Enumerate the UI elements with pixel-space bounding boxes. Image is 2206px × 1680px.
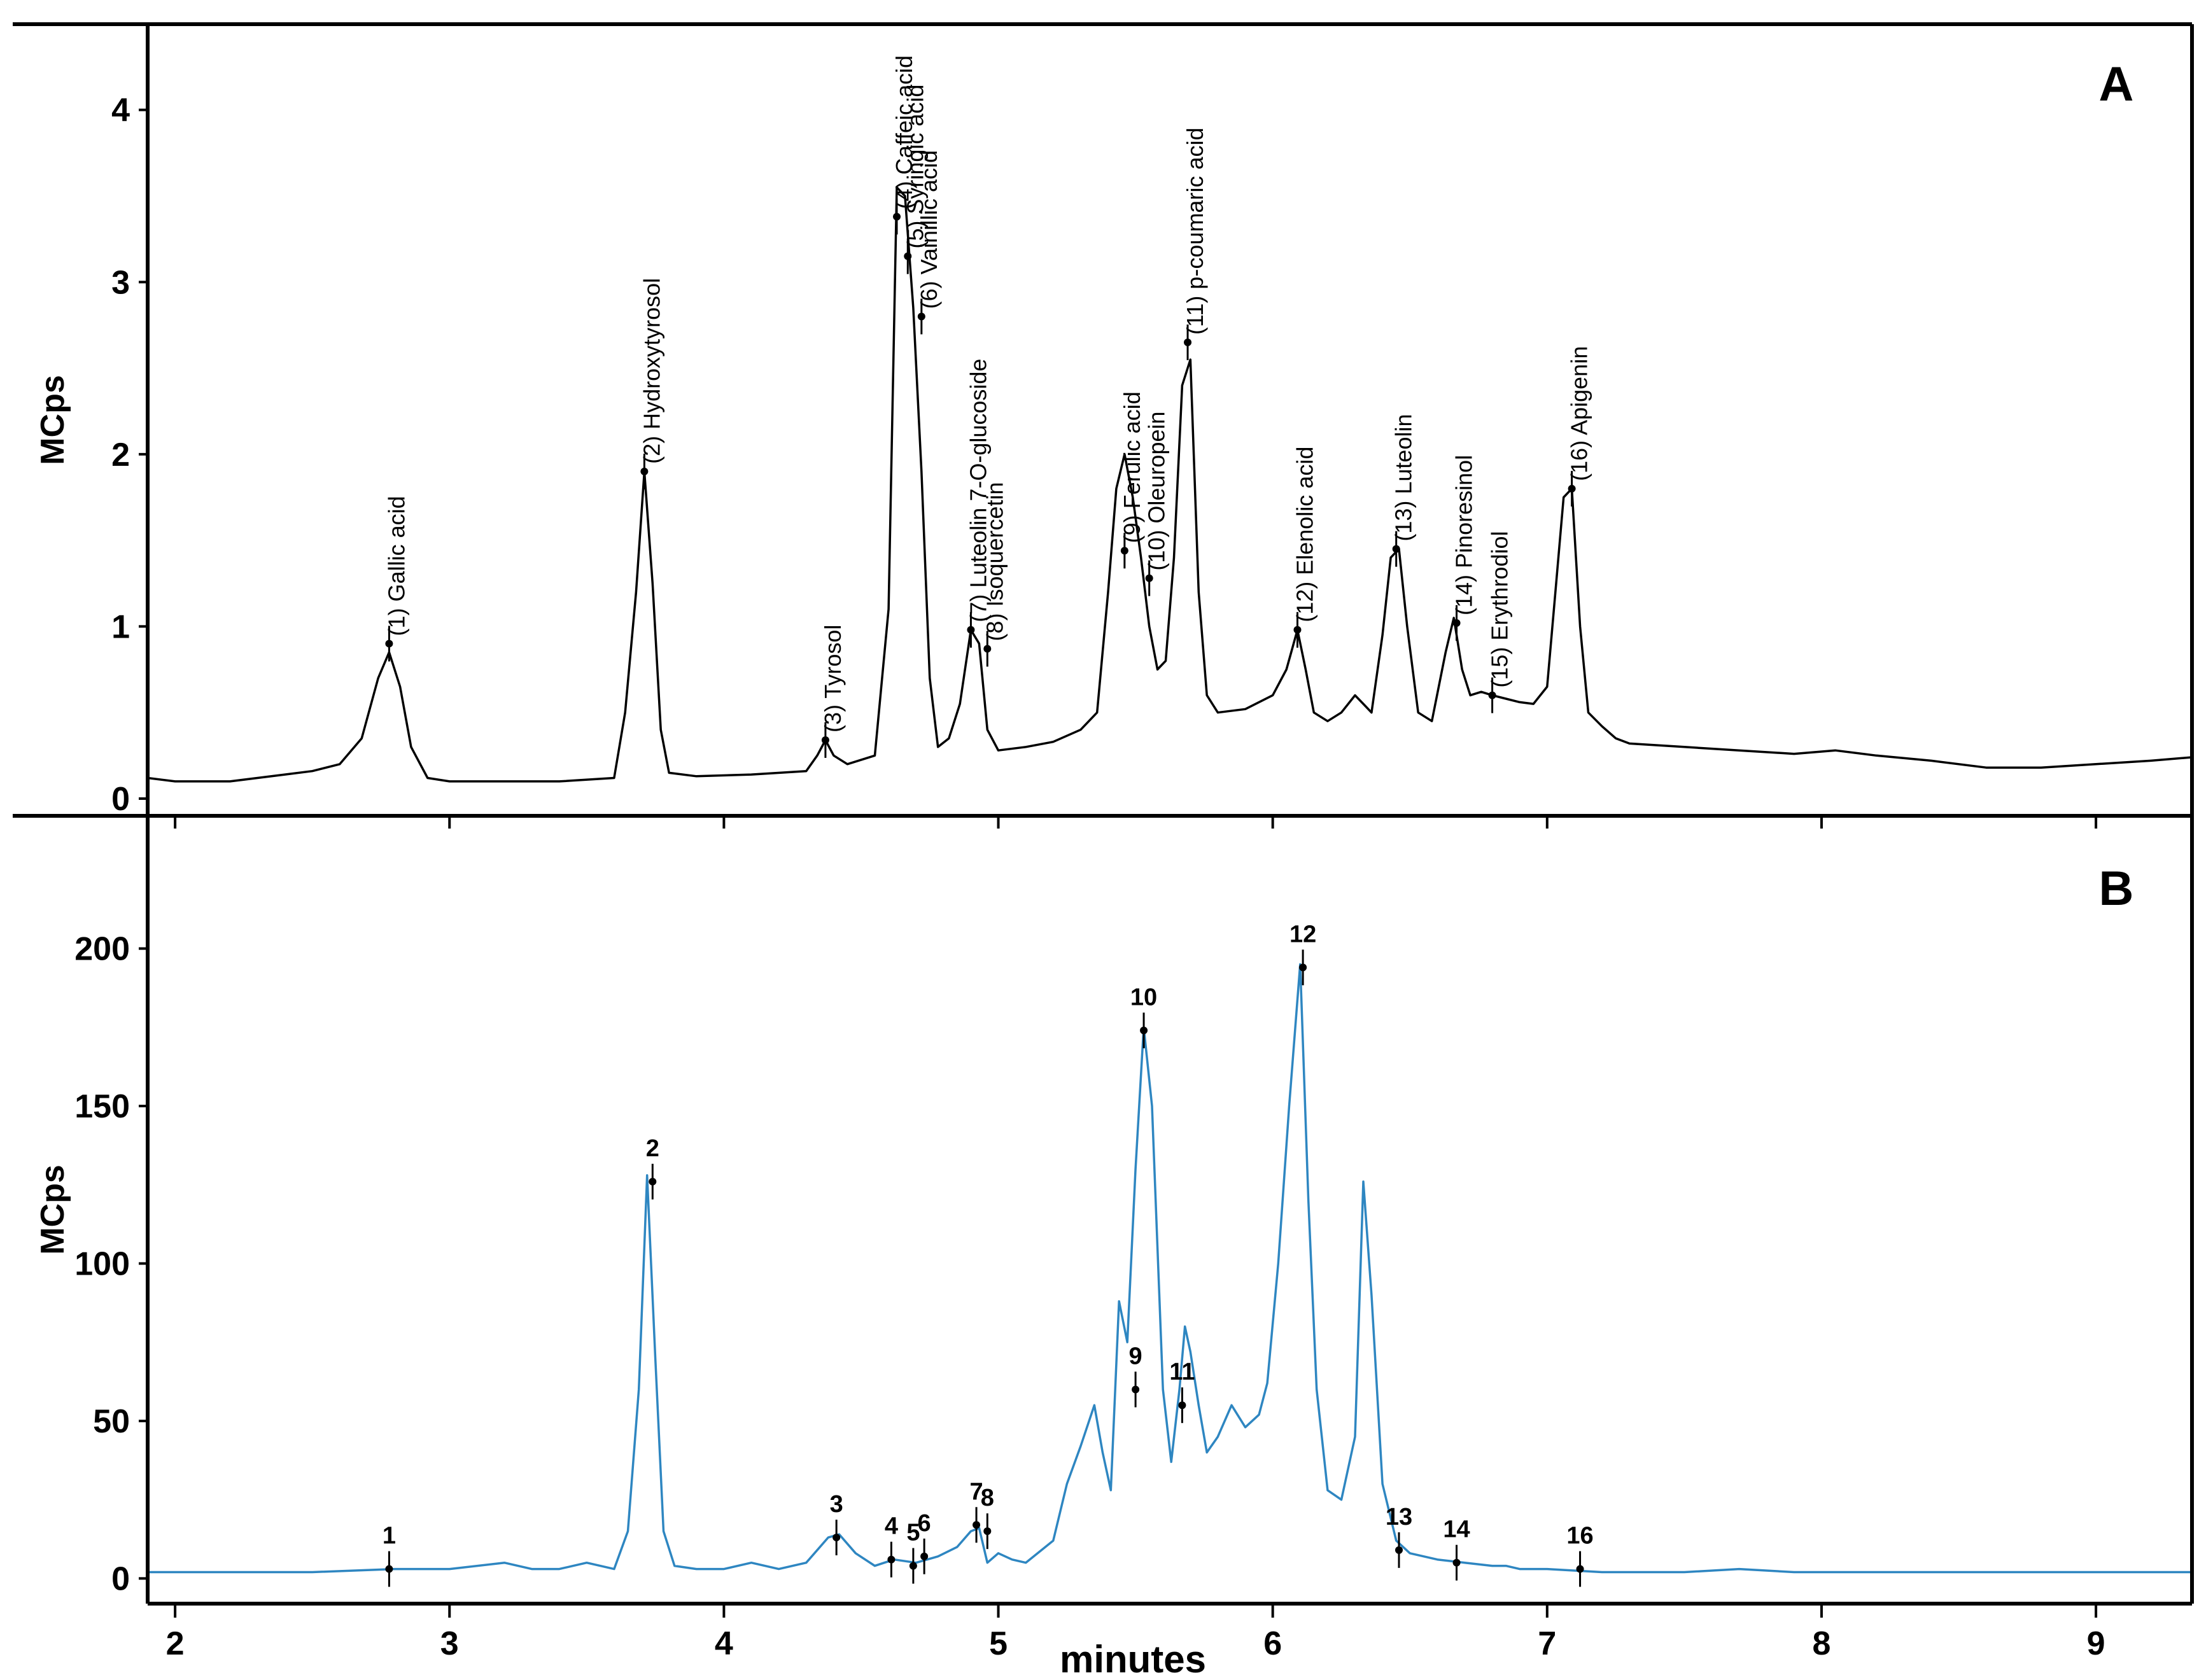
peak-marker-dot (917, 312, 925, 321)
y-tick-label: 150 (74, 1088, 130, 1125)
peak-marker-dot (821, 736, 829, 744)
peak-label: 3 (830, 1491, 843, 1518)
peak-marker-dot (1452, 619, 1461, 627)
x-tick-label: 3 (440, 1625, 459, 1662)
x-tick-label: 7 (1538, 1625, 1556, 1662)
peak-marker-dot (887, 1555, 896, 1564)
y-tick-label: 200 (74, 931, 130, 968)
peak-label: 5 (906, 1520, 920, 1546)
peak-marker-dot (1120, 547, 1128, 555)
y-tick-label: 3 (111, 264, 130, 301)
peak-marker-dot (385, 640, 393, 648)
peak-label: (5) Syringic acid (902, 85, 928, 249)
y-tick-label: 100 (74, 1245, 130, 1282)
peak-marker-dot (909, 1562, 917, 1570)
x-tick-label: 5 (989, 1625, 1008, 1662)
y-tick-label: 0 (111, 1560, 130, 1597)
panel-a-chromatogram: 0 1 2 3 4 MCps A (1) Gallic acid (2) Hydroxytyro… (34, 55, 2193, 818)
peak-marker-dot (649, 1177, 657, 1186)
peak-label: (10) Oleuropein (1144, 411, 1170, 570)
peak-label: 1 (383, 1523, 396, 1550)
peak-marker-dot (967, 626, 975, 634)
peak-marker-dot (1452, 1558, 1461, 1567)
y-tick-label: 0 (111, 781, 130, 818)
peak-label: (7) Luteolin 7-O-glucoside (965, 359, 991, 622)
peak-label: (12) Elenolic acid (1291, 447, 1317, 622)
x-tick-label: 9 (2087, 1625, 2105, 1662)
peak-marker-dot (904, 252, 912, 260)
panel-letter: A (2099, 57, 2134, 111)
peak-marker-dot (893, 213, 901, 221)
peak-marker-dot (1140, 1026, 1148, 1035)
peak-marker-dot (1145, 574, 1153, 582)
figure-frame (13, 22, 2194, 1606)
peak-marker-dot (1299, 963, 1307, 972)
x-axis-label: minutes (1060, 1638, 1206, 1680)
peak-label: (4) Caffeic acid (891, 55, 917, 209)
y-axis-label: MCps (34, 375, 71, 465)
peak-label: (16) Apigenin (1566, 346, 1592, 481)
peak-marker-dot (1184, 338, 1192, 346)
peak-marker-dot (1132, 1385, 1140, 1394)
peak-marker-dot (1293, 626, 1302, 634)
peak-label: 16 (1566, 1523, 1593, 1550)
peak-marker-dot (920, 1552, 929, 1560)
peak-label: (3) Tyrosol (820, 625, 846, 732)
peak-marker-dot (1568, 484, 1576, 493)
panel-letter: B (2099, 862, 2134, 916)
peak-label: 10 (1130, 984, 1157, 1011)
peak-label: (8) Isoquercetin (981, 482, 1008, 641)
chromatogram-trace-a (147, 186, 2193, 783)
y-tick-label: 1 (111, 608, 130, 645)
x-tick-label: 4 (715, 1625, 733, 1662)
peak-label: 13 (1386, 1504, 1412, 1530)
peak-marker-dot (385, 1565, 393, 1573)
peak-label: 2 (646, 1135, 659, 1162)
peak-label: 7 (969, 1478, 983, 1505)
peak-label: (14) Pinoresinol (1451, 455, 1477, 615)
peak-marker-dot (1395, 1546, 1403, 1554)
peak-label: (15) Erythrodiol (1487, 531, 1513, 688)
peak-label: 14 (1443, 1516, 1470, 1543)
peak-label: 11 (1169, 1359, 1195, 1385)
peak-marker-dot (1178, 1401, 1186, 1410)
peak-label: (9) Ferulic acid (1119, 391, 1145, 543)
x-tick-label: 6 (1263, 1625, 1282, 1662)
peak-marker-dot (983, 1527, 992, 1536)
peak-marker-dot (640, 467, 649, 475)
y-tick-label: 2 (111, 437, 130, 473)
y-tick-label: 4 (111, 92, 130, 129)
peak-label: (2) Hydroxytyrosol (638, 278, 664, 464)
peak-label: (6) Vainillic acid (916, 150, 942, 309)
peak-marker-dot (833, 1534, 841, 1542)
peak-marker-dot (1488, 691, 1496, 699)
y-tick-label: 50 (93, 1403, 130, 1440)
peak-label: (13) Luteolin (1391, 414, 1417, 541)
peak-label: 6 (918, 1510, 931, 1537)
peak-label: 8 (981, 1485, 994, 1511)
peak-label: 4 (885, 1513, 898, 1540)
peak-label: (1) Gallic acid (383, 496, 409, 636)
peak-marker-dot (983, 645, 992, 653)
peak-label: 12 (1289, 921, 1316, 948)
peak-marker-dot (1392, 545, 1400, 553)
x-tick-label: 8 (1812, 1625, 1830, 1662)
y-axis-label: MCps (34, 1165, 71, 1255)
peak-marker-dot (973, 1521, 981, 1529)
peak-marker-dot (1576, 1565, 1584, 1573)
x-tick-label: 2 (166, 1625, 185, 1662)
peak-label: 9 (1129, 1343, 1142, 1369)
peak-label: (11) p-coumaric acid (1182, 128, 1208, 335)
